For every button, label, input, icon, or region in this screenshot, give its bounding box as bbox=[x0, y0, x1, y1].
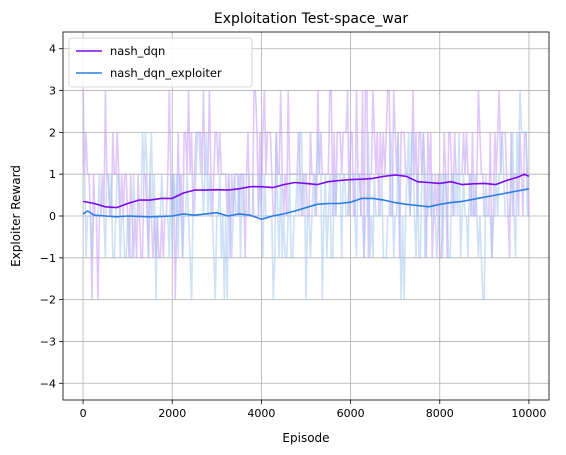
y-tick-label: 3 bbox=[49, 85, 56, 98]
legend-label: nash_dqn bbox=[110, 44, 165, 58]
series-line bbox=[82, 173, 530, 209]
x-tick-label: 10000 bbox=[511, 407, 546, 420]
x-tick-label: 0 bbox=[80, 407, 87, 420]
smoothed-lines-layer bbox=[82, 173, 530, 221]
series-line bbox=[82, 188, 530, 221]
y-tick-label: 1 bbox=[49, 168, 56, 181]
y-tick-label: 2 bbox=[49, 126, 56, 139]
chart-title: Exploitation Test-space_war bbox=[214, 11, 408, 27]
x-axis-label: Episode bbox=[282, 431, 329, 445]
y-axis-label: Exploiter Reward bbox=[9, 165, 23, 267]
x-tick-label: 2000 bbox=[158, 407, 186, 420]
y-tick-label: −2 bbox=[40, 294, 56, 307]
y-tick-label: −4 bbox=[40, 377, 56, 390]
legend-box bbox=[68, 37, 253, 88]
y-tick-label: −1 bbox=[40, 252, 56, 265]
y-tick-label: 4 bbox=[49, 43, 56, 56]
y-tick-label: 0 bbox=[49, 210, 56, 223]
legend-label: nash_dqn_exploiter bbox=[110, 66, 222, 80]
ticks: 0 2000 4000 6000 8000 10000 −4 −3 −2 −1 0 1 2 3 4 bbox=[40, 43, 547, 420]
x-tick-label: 6000 bbox=[337, 407, 365, 420]
y-tick-label: −3 bbox=[40, 335, 56, 348]
x-tick-label: 8000 bbox=[426, 407, 454, 420]
x-tick-label: 4000 bbox=[247, 407, 275, 420]
legend: nash_dqn nash_dqn_exploiter bbox=[68, 37, 253, 88]
